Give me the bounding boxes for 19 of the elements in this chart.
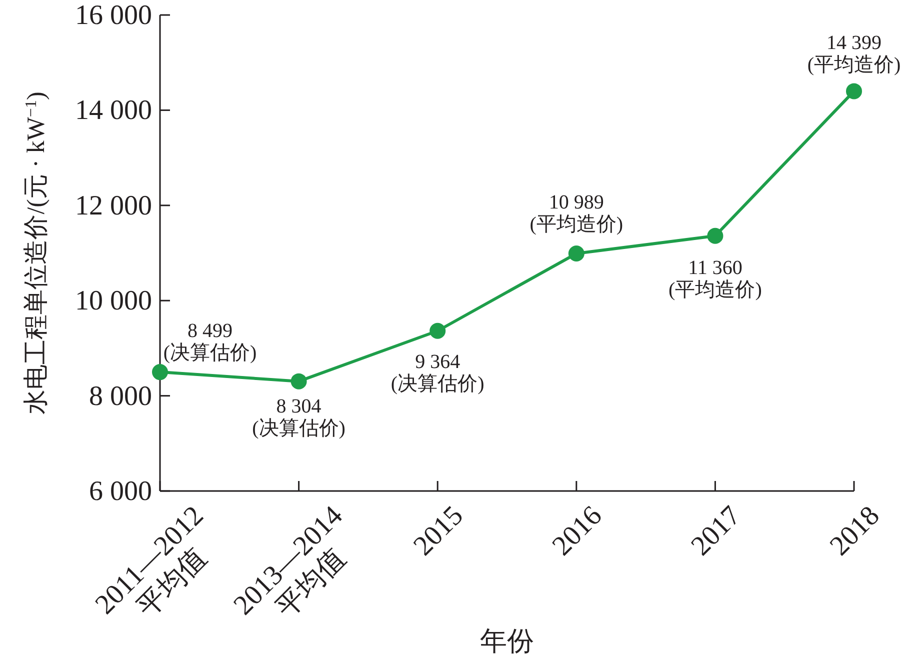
point — [707, 228, 724, 244]
data-label: 14 399 (平均造价) — [807, 32, 901, 76]
point — [430, 322, 446, 339]
y-tick-label: 8 000 — [89, 380, 152, 412]
point — [152, 364, 168, 380]
x-axis-title: 年份 — [480, 626, 534, 656]
point — [568, 246, 584, 262]
y-tick-label: 12 000 — [75, 190, 152, 222]
y-tick-label: 10 000 — [75, 286, 152, 317]
y-tick-label: 16 000 — [75, 0, 152, 31]
y-tick-label: 6 000 — [89, 476, 152, 507]
point — [290, 373, 307, 390]
data-label: 8 304 (决算估价) — [252, 395, 346, 440]
y-tick-label: 14 000 — [75, 95, 152, 126]
data-label: 9 364 (决算估价) — [390, 350, 484, 395]
data-label: 10 989 (平均造价) — [530, 192, 624, 236]
data-label: 11 360 (平均造价) — [668, 256, 762, 301]
data-label: 8 499 (决算估价) — [163, 320, 257, 364]
point — [846, 83, 862, 100]
